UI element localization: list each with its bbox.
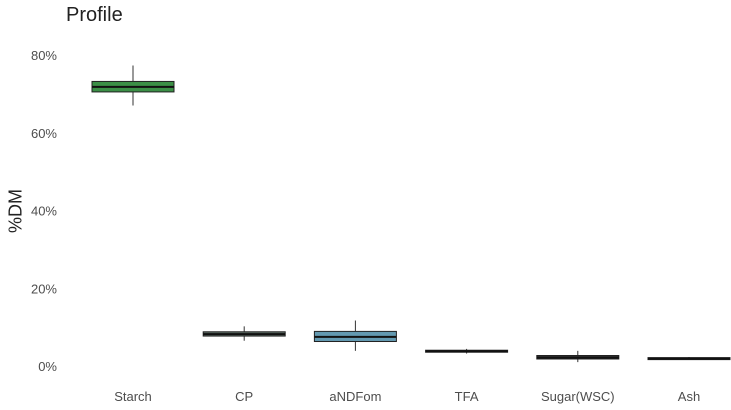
box-cp <box>202 326 286 341</box>
box-tfa <box>425 348 509 354</box>
chart-title: Profile <box>66 4 123 26</box>
y-tick-label: 40% <box>31 204 57 219</box>
x-tick-label: aNDFom <box>329 389 381 404</box>
box-starch <box>91 65 175 106</box>
box-sugar-wsc- <box>536 350 620 363</box>
y-tick-label: 0% <box>38 359 57 374</box>
x-tick-label: TFA <box>455 389 479 404</box>
x-tick-label: CP <box>235 389 253 404</box>
box-ash <box>647 357 731 361</box>
x-tick-label: Starch <box>114 389 152 404</box>
y-tick-label: 60% <box>31 126 57 141</box>
box-andfom <box>313 320 397 351</box>
x-tick-label: Sugar(WSC) <box>541 389 615 404</box>
y-tick-label: 80% <box>31 48 57 63</box>
y-tick-label: 20% <box>31 281 57 296</box>
x-tick-label: Ash <box>678 389 700 404</box>
